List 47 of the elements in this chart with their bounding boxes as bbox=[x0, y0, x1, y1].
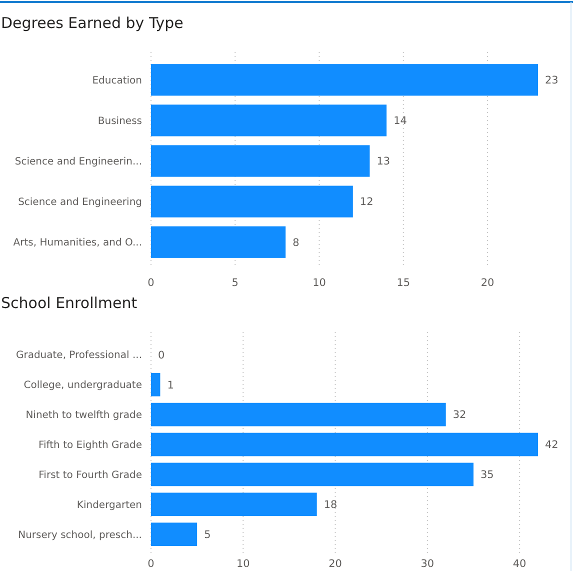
x-tick-label: 0 bbox=[148, 558, 154, 570]
data-label: 35 bbox=[480, 469, 494, 482]
bar bbox=[151, 402, 446, 426]
x-tick-label: 10 bbox=[236, 558, 250, 570]
data-label: 12 bbox=[360, 196, 374, 208]
bar bbox=[151, 186, 353, 218]
y-tick-label: Arts, Humanities, and O... bbox=[13, 238, 142, 249]
chart-title: School Enrollment bbox=[1, 294, 138, 312]
y-tick-label: Science and Engineerin... bbox=[14, 156, 142, 168]
y-tick-label: Nineth to twelfth grade bbox=[26, 410, 142, 422]
data-label: 23 bbox=[545, 74, 558, 87]
x-tick-label: 20 bbox=[328, 558, 342, 570]
bar bbox=[151, 226, 286, 258]
data-label: 14 bbox=[394, 115, 408, 128]
x-tick-label: 40 bbox=[512, 558, 526, 570]
x-tick-label: 5 bbox=[232, 277, 238, 289]
data-label: 42 bbox=[545, 439, 558, 452]
y-tick-label: Nursery school, presch... bbox=[18, 530, 142, 541]
y-tick-label: Education bbox=[92, 75, 142, 86]
data-label: 8 bbox=[292, 236, 300, 249]
bar bbox=[151, 462, 474, 486]
data-label: 5 bbox=[204, 529, 211, 542]
x-tick-label: 0 bbox=[148, 277, 154, 289]
y-tick-label: Science and Engineering bbox=[18, 197, 142, 208]
y-tick-label: Kindergarten bbox=[76, 500, 142, 511]
y-tick-label: Business bbox=[98, 116, 142, 127]
bar bbox=[151, 104, 387, 136]
x-tick-label: 30 bbox=[420, 558, 434, 570]
bar bbox=[151, 492, 317, 516]
data-label: 32 bbox=[452, 409, 466, 422]
data-label: 18 bbox=[324, 499, 338, 512]
y-tick-label: Graduate, Professional ... bbox=[16, 350, 142, 362]
bar bbox=[151, 145, 370, 177]
x-tick-label: 10 bbox=[312, 277, 326, 289]
x-tick-label: 15 bbox=[396, 277, 410, 289]
bar bbox=[151, 432, 538, 456]
bar bbox=[151, 522, 198, 546]
data-label: 1 bbox=[167, 379, 174, 392]
y-tick-label: First to Fourth Grade bbox=[38, 470, 142, 481]
y-tick-label: Fifth to Eighth Grade bbox=[38, 440, 142, 451]
y-tick-label: College, undergraduate bbox=[24, 380, 142, 392]
data-label: 13 bbox=[376, 156, 390, 168]
data-label: 0 bbox=[158, 349, 165, 362]
x-tick-label: 20 bbox=[480, 277, 494, 289]
chart-title: Degrees Earned by Type bbox=[1, 14, 184, 32]
bar bbox=[151, 64, 538, 96]
bar bbox=[151, 372, 160, 396]
